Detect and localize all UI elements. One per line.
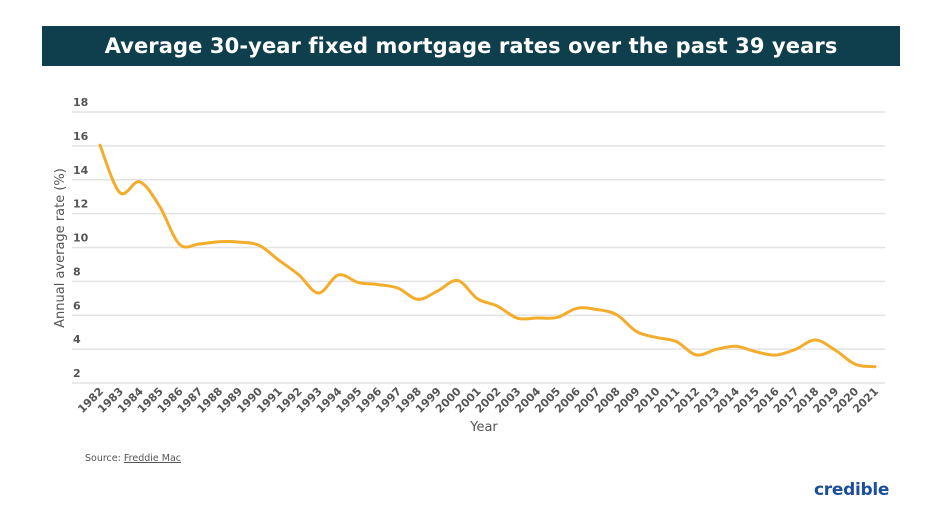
source-note: Source: Freddie Mac — [85, 453, 181, 464]
y-tick-label: 2 — [73, 367, 81, 380]
source-label: Source: — [85, 453, 121, 464]
y-tick-label: 8 — [73, 265, 81, 278]
y-tick-label: 16 — [73, 130, 89, 143]
series-line — [98, 143, 877, 369]
credible-logo: credible — [814, 480, 890, 500]
y-tick-label: 18 — [73, 96, 88, 109]
y-tick-label: 14 — [73, 164, 89, 177]
y-tick-label: 12 — [73, 198, 88, 211]
y-tick-label: 4 — [73, 333, 81, 346]
source-link[interactable]: Freddie Mac — [123, 453, 181, 464]
chart-title-bar: Average 30-year fixed mortgage rates ove… — [42, 26, 900, 66]
y-axis-label: Annual average rate (%) — [53, 168, 68, 328]
x-axis-label: Year — [469, 420, 498, 435]
chart-title: Average 30-year fixed mortgage rates ove… — [104, 34, 838, 58]
y-tick-label: 6 — [73, 299, 81, 312]
y-tick-label: 10 — [73, 232, 89, 245]
